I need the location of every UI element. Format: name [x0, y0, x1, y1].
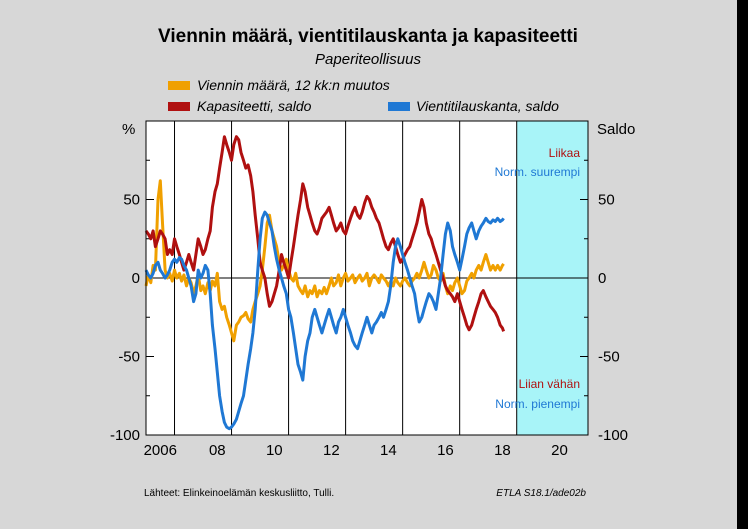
- source-note: Lähteet: Elinkeinoelämän keskusliitto, T…: [144, 488, 334, 499]
- x-tick-label: 2006: [144, 442, 177, 459]
- note-above-normal: Norm. suurempi: [495, 165, 580, 179]
- x-tick-label: 20: [551, 442, 568, 459]
- legend-label-orders: Vientitilauskanta, saldo: [416, 98, 559, 114]
- plot-area: Liikaa Norm. suurempi Liian vähän Norm. pie…: [144, 120, 589, 436]
- chart-title: Viennin määrä, vientitilauskanta ja kapa…: [158, 26, 578, 47]
- x-tick-label: 08: [209, 442, 226, 459]
- legend-swatch-capacity: [168, 102, 190, 111]
- x-tick-label: 18: [494, 442, 511, 459]
- right-tick-label: -50: [598, 349, 620, 366]
- right-axis-unit: Saldo: [597, 121, 635, 138]
- note-below-normal: Norm. pienempi: [495, 397, 580, 411]
- x-tick-label: 12: [323, 442, 340, 459]
- legend: Viennin määrä, 12 kk:n muutos Kapasiteet…: [168, 77, 559, 114]
- x-tick-label: 10: [266, 442, 283, 459]
- chart-code: ETLA S18.1/ade02b: [496, 488, 586, 499]
- legend-label-export-volume: Viennin määrä, 12 kk:n muutos: [197, 77, 390, 93]
- left-axis-unit: %: [122, 121, 135, 138]
- left-tick-label: 50: [123, 192, 140, 209]
- legend-label-capacity: Kapasiteetti, saldo: [197, 98, 312, 114]
- plot-border: [145, 120, 589, 436]
- note-too-little: Liian vähän: [519, 377, 580, 391]
- left-tick-label: 0: [132, 270, 140, 287]
- series-line-orders: [144, 210, 505, 431]
- right-tick-label: 0: [598, 270, 606, 287]
- note-excess: Liikaa: [549, 146, 581, 160]
- right-tick-label: 50: [598, 192, 615, 209]
- series-line-capacity: [144, 135, 506, 332]
- x-tick-label: 14: [380, 442, 397, 459]
- left-tick-label: -100: [110, 427, 140, 444]
- x-tick-label: 16: [437, 442, 454, 459]
- chart-subtitle: Paperiteollisuus: [315, 51, 421, 68]
- legend-swatch-orders: [388, 102, 410, 111]
- legend-swatch-export-volume: [168, 81, 190, 90]
- right-tick-label: -100: [598, 427, 628, 444]
- left-tick-label: -50: [118, 349, 140, 366]
